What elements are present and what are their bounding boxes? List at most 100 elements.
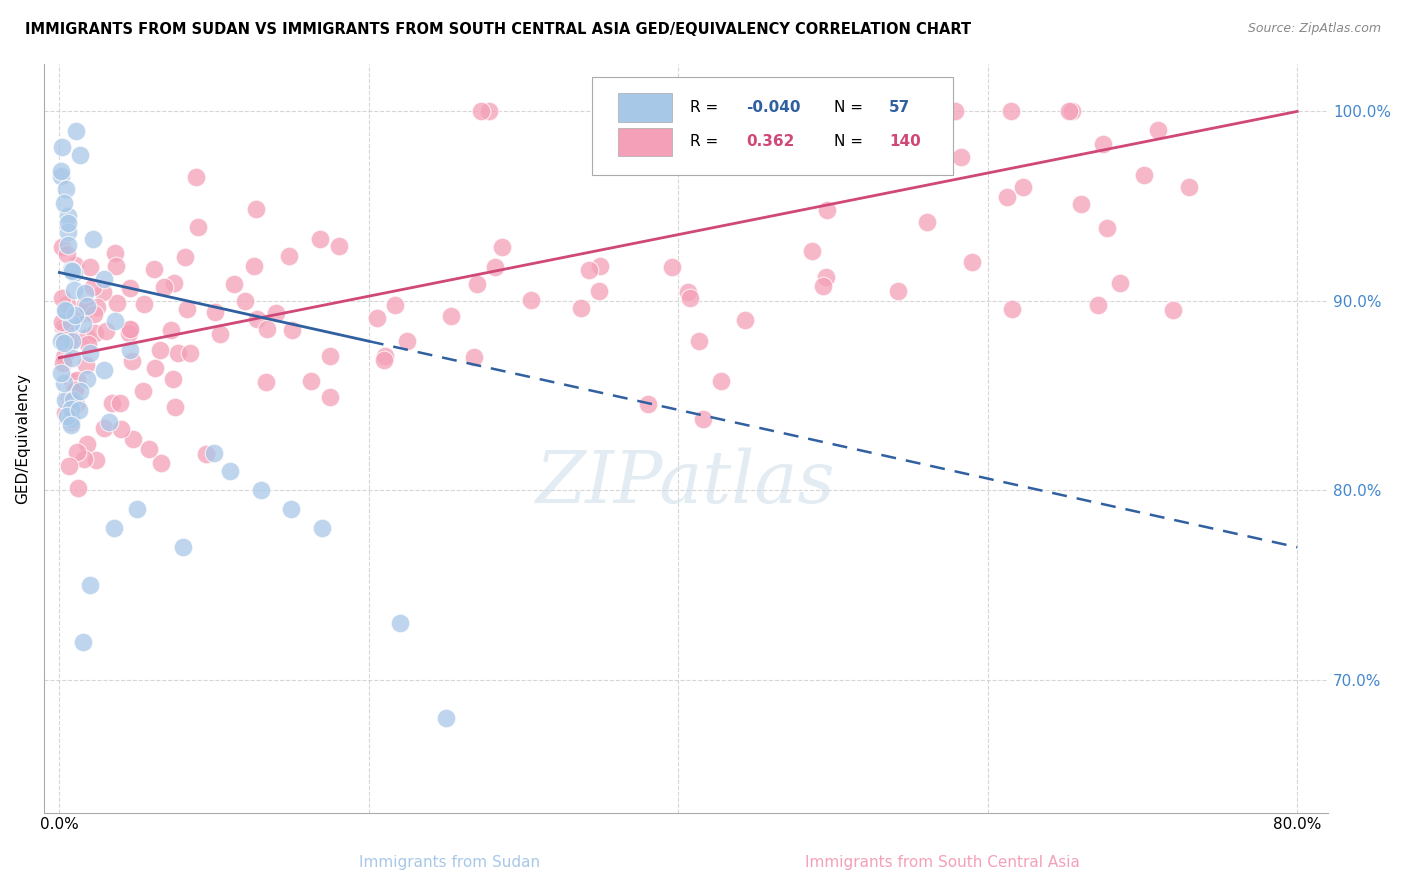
Point — [366, 310, 388, 325]
Point — [484, 260, 506, 274]
Point — [79, 578, 101, 592]
Point — [51, 140, 73, 154]
Point — [86, 300, 108, 314]
Point — [319, 390, 342, 404]
Point — [118, 326, 141, 340]
Point — [69, 148, 91, 162]
Point — [55, 182, 77, 196]
Point — [589, 259, 612, 273]
Point — [63, 380, 86, 394]
Point — [105, 259, 128, 273]
Point — [163, 277, 186, 291]
Point — [83, 326, 105, 341]
Point — [898, 160, 921, 174]
Point — [995, 190, 1018, 204]
Point — [59, 412, 82, 426]
Point — [72, 635, 94, 649]
Point — [120, 281, 142, 295]
Point — [72, 317, 94, 331]
Point — [814, 270, 837, 285]
Point — [661, 260, 683, 275]
Point — [434, 711, 457, 725]
Point — [815, 203, 838, 218]
Point — [56, 237, 79, 252]
Text: R =: R = — [690, 134, 718, 149]
Point — [153, 280, 176, 294]
Point — [569, 301, 592, 315]
Point — [280, 502, 302, 516]
Point — [637, 397, 659, 411]
Point — [59, 410, 82, 425]
Point — [105, 295, 128, 310]
Point — [53, 323, 76, 337]
Point — [60, 334, 83, 348]
Point — [281, 323, 304, 337]
Point — [53, 392, 76, 407]
Point — [63, 383, 86, 397]
Point — [76, 299, 98, 313]
Point — [384, 297, 406, 311]
Point — [65, 444, 87, 458]
Point — [811, 279, 834, 293]
Point — [692, 412, 714, 426]
Point — [96, 324, 118, 338]
Point — [62, 266, 84, 280]
Point — [72, 306, 94, 320]
Point — [132, 384, 155, 398]
Text: 57: 57 — [889, 100, 910, 115]
Point — [51, 240, 73, 254]
Point — [465, 277, 488, 291]
Point — [1000, 104, 1022, 119]
Point — [159, 323, 181, 337]
Point — [58, 459, 80, 474]
Point — [800, 244, 823, 258]
Point — [49, 334, 72, 349]
Point — [121, 354, 143, 368]
Point — [77, 336, 100, 351]
Text: N =: N = — [834, 100, 863, 115]
FancyBboxPatch shape — [619, 128, 672, 156]
Point — [104, 313, 127, 327]
Point — [1108, 276, 1130, 290]
Point — [245, 202, 267, 217]
Text: 0.362: 0.362 — [747, 134, 794, 149]
Text: Immigrants from Sudan: Immigrants from Sudan — [360, 855, 540, 870]
Point — [679, 291, 702, 305]
Text: N =: N = — [834, 134, 863, 149]
Point — [56, 297, 79, 311]
Point — [62, 332, 84, 346]
Point — [202, 445, 225, 459]
Point — [58, 392, 80, 406]
Text: IMMIGRANTS FROM SUDAN VS IMMIGRANTS FROM SOUTH CENTRAL ASIA GED/EQUIVALENCY CORR: IMMIGRANTS FROM SUDAN VS IMMIGRANTS FROM… — [25, 22, 972, 37]
Point — [75, 285, 97, 300]
Point — [63, 258, 86, 272]
Point — [93, 272, 115, 286]
Point — [1011, 180, 1033, 194]
Point — [173, 250, 195, 264]
Point — [209, 326, 232, 341]
Point — [121, 432, 143, 446]
Point — [311, 521, 333, 535]
Point — [150, 456, 173, 470]
Point — [1057, 104, 1080, 119]
Point — [63, 283, 86, 297]
Point — [249, 483, 271, 498]
Point — [470, 104, 492, 119]
Point — [63, 308, 86, 322]
Point — [60, 316, 83, 330]
Point — [49, 366, 72, 380]
Point — [73, 452, 96, 467]
Point — [439, 310, 461, 324]
Point — [67, 402, 90, 417]
Point — [69, 384, 91, 398]
Point — [75, 358, 97, 372]
Point — [688, 334, 710, 348]
Point — [101, 396, 124, 410]
Point — [233, 293, 256, 308]
Point — [309, 232, 332, 246]
Point — [1163, 303, 1185, 318]
Point — [187, 219, 209, 234]
Point — [52, 320, 75, 334]
Point — [60, 263, 83, 277]
Point — [172, 541, 194, 555]
